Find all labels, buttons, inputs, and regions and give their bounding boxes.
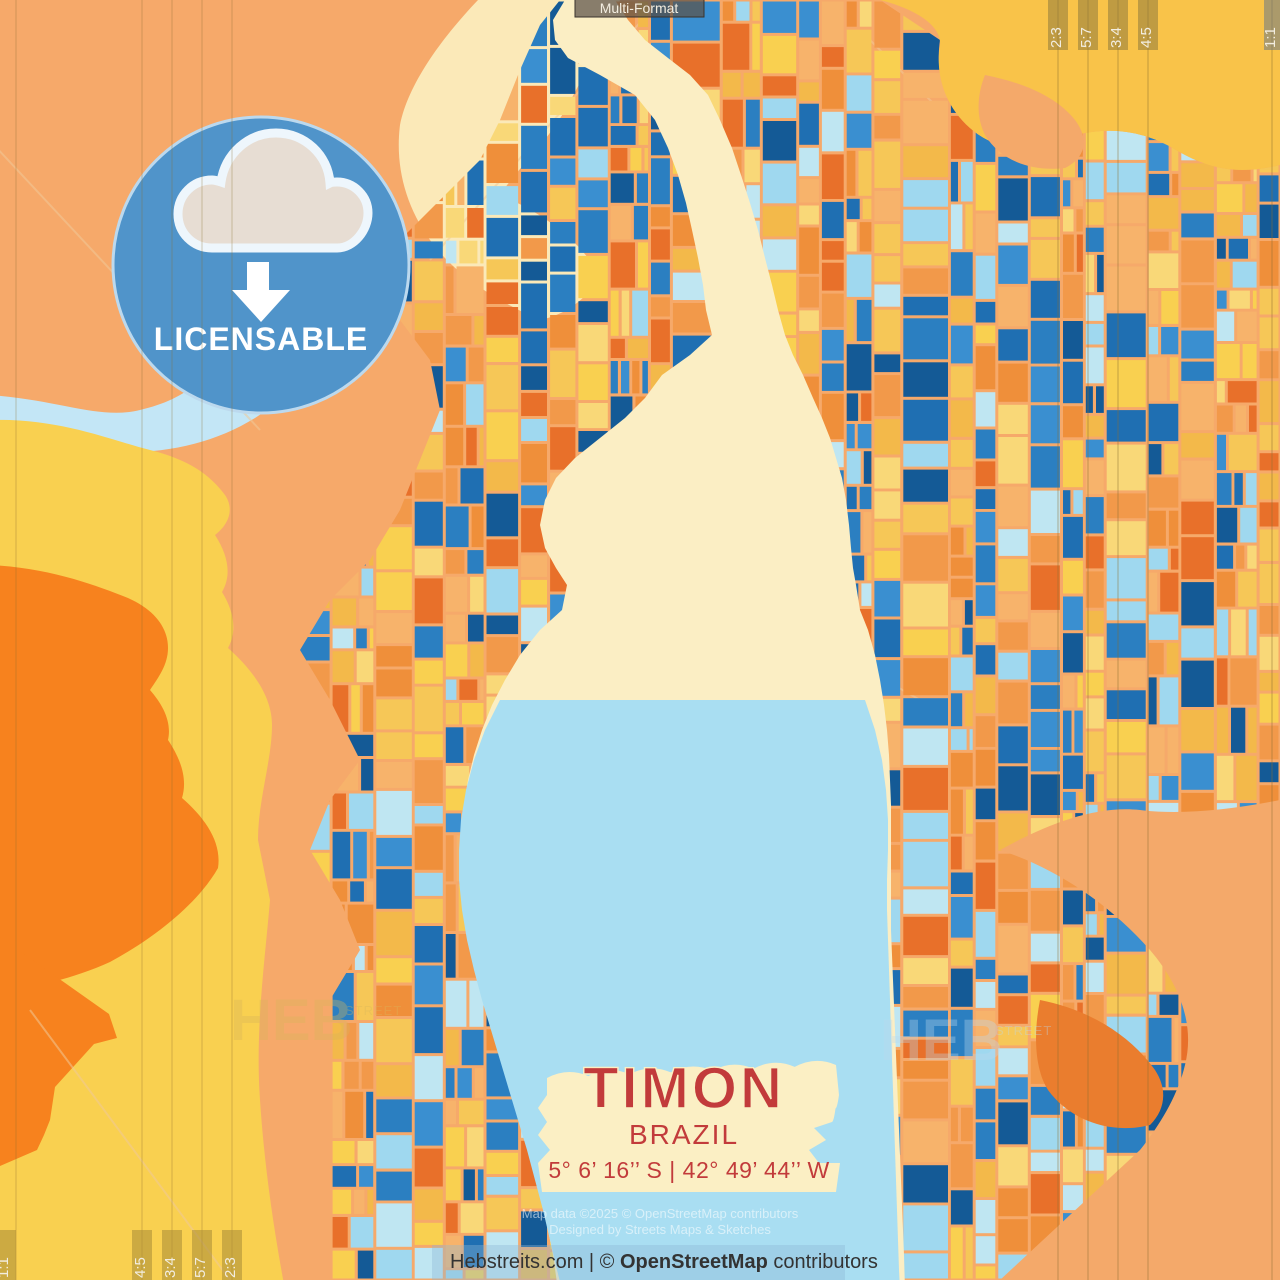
svg-text:2:3: 2:3: [1048, 27, 1065, 48]
svg-text:STREET: STREET: [345, 1003, 402, 1018]
svg-text:5° 6’ 16’’ S | 42° 49’ 44’’ W: 5° 6’ 16’’ S | 42° 49’ 44’’ W: [548, 1157, 829, 1183]
svg-text:Map data ©2025 © OpenStreetMap: Map data ©2025 © OpenStreetMap contribut…: [522, 1206, 799, 1221]
svg-text:HEB: HEB: [880, 1008, 1002, 1073]
svg-text:LICENSABLE: LICENSABLE: [154, 321, 368, 357]
svg-text:3:4: 3:4: [162, 1257, 179, 1278]
svg-text:HEB: HEB: [230, 988, 352, 1053]
svg-text:1:1: 1:1: [0, 1257, 12, 1278]
svg-text:TIMON: TIMON: [583, 1056, 785, 1121]
svg-text:1:1: 1:1: [1262, 27, 1279, 48]
svg-text:Hebstreits.com | © OpenStreetM: Hebstreits.com | © OpenStreetMap contrib…: [450, 1251, 878, 1273]
svg-text:3:4: 3:4: [1108, 27, 1125, 48]
svg-text:5:7: 5:7: [1078, 27, 1095, 48]
svg-text:STREET: STREET: [995, 1023, 1052, 1038]
svg-text:4:5: 4:5: [132, 1257, 149, 1278]
svg-text:BRAZIL: BRAZIL: [629, 1119, 739, 1150]
svg-text:2:3: 2:3: [222, 1257, 239, 1278]
svg-text:5:7: 5:7: [192, 1257, 209, 1278]
svg-text:Multi-Format: Multi-Format: [600, 0, 679, 16]
svg-text:Designed by Streets Maps & Ske: Designed by Streets Maps & Sketches: [549, 1222, 771, 1237]
svg-text:4:5: 4:5: [1138, 27, 1155, 48]
